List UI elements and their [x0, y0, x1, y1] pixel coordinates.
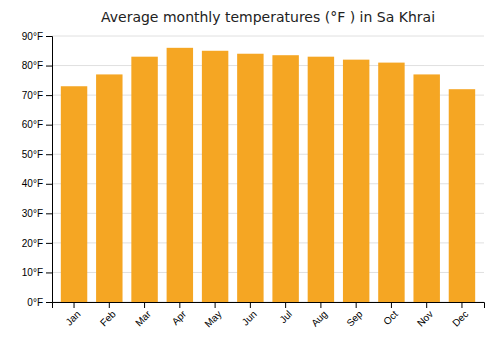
x-tick: Aug: [309, 302, 329, 329]
y-tick: 40°F: [22, 178, 52, 189]
grid-line: [52, 36, 484, 37]
x-tick-label: Jun: [240, 308, 259, 327]
grid: [52, 36, 484, 302]
x-tick-mark: [109, 302, 110, 308]
x-tick: Oct: [381, 302, 400, 327]
x-tick-label: Nov: [415, 308, 435, 328]
chart: 0°F 10°F 20°F 30°F 40°F 50°F 60°F 70°F 80°F 90°F J…: [0, 0, 500, 350]
y-tick-label: 30°F: [22, 208, 43, 219]
y-tick-mark: [46, 272, 52, 273]
x-tick-mark: [74, 302, 75, 308]
y-tick: 30°F: [22, 208, 52, 219]
plot: 0°F 10°F 20°F 30°F 40°F 50°F 60°F 70°F 80°F 90°F J…: [22, 31, 485, 330]
bar: [61, 86, 87, 302]
bar: [272, 55, 298, 302]
y-tick-mark: [46, 66, 52, 67]
x-tick-label: Oct: [381, 308, 400, 327]
y-tick: 90°F: [22, 31, 52, 42]
grid-line: [52, 65, 484, 66]
y-axis: 0°F 10°F 20°F 30°F 40°F 50°F 60°F 70°F 80°F 90°F: [22, 31, 53, 308]
bar: [343, 60, 369, 302]
y-tick-label: 70°F: [22, 90, 43, 101]
bars: [61, 48, 475, 302]
bar: [202, 51, 228, 302]
bar: [131, 57, 157, 302]
y-tick-mark: [46, 36, 52, 37]
x-tick: Jun: [240, 302, 259, 328]
x-tick-label: Sep: [344, 308, 365, 329]
x-tick-mark: [285, 302, 286, 308]
title: Average monthly temperatures (°F ) in Sa…: [101, 9, 435, 25]
y-tick-mark: [46, 95, 52, 96]
x-tick: Dec: [450, 302, 470, 329]
y-tick-mark: [46, 243, 52, 244]
x-tick-mark: [391, 302, 392, 308]
x-tick-mark: [356, 302, 357, 308]
y-tick-mark: [46, 154, 52, 155]
x-tick-mark: [179, 302, 180, 308]
x-tick-mark: [250, 302, 251, 308]
x-tick-label: Aug: [309, 308, 329, 328]
bar: [449, 89, 475, 302]
y-tick-label: 80°F: [22, 60, 43, 71]
y-tick: 10°F: [22, 267, 52, 278]
bar: [96, 74, 122, 302]
x-tick: May: [202, 302, 223, 330]
x-tick: Jan: [63, 302, 82, 328]
y-tick: 80°F: [22, 60, 52, 71]
bar: [237, 54, 263, 302]
y-tick-label: 10°F: [22, 267, 43, 278]
bar: [378, 63, 404, 302]
x-tick-label: Dec: [450, 308, 470, 328]
y-tick-label: 0°F: [27, 297, 43, 308]
y-tick-mark: [46, 302, 52, 303]
x-tick-mark: [426, 302, 427, 308]
y-tick-label: 20°F: [22, 238, 43, 249]
x-tick-label: Jan: [63, 308, 82, 327]
y-tick-label: 90°F: [22, 31, 43, 42]
x-tick: Mar: [133, 302, 153, 328]
y-tick: 60°F: [22, 119, 52, 130]
y-tick: 50°F: [22, 149, 52, 160]
y-tick: 70°F: [22, 90, 52, 101]
y-tick-mark: [46, 213, 52, 214]
x-tick-label: May: [202, 308, 223, 329]
x-tick: Jul: [277, 302, 294, 325]
x-tick-label: Jul: [277, 308, 294, 325]
x-tick-mark: [320, 302, 321, 308]
bar: [413, 74, 439, 302]
x-tick-mark: [215, 302, 216, 308]
x-tick: Feb: [98, 302, 118, 328]
x-tick-label: Feb: [98, 308, 118, 328]
y-axis-line: [46, 37, 53, 303]
y-tick-label: 60°F: [22, 119, 43, 130]
y-tick: 0°F: [27, 297, 52, 308]
x-tick-label: Mar: [133, 308, 153, 328]
bar: [167, 48, 193, 302]
y-tick-mark: [46, 184, 52, 185]
x-tick: Sep: [344, 302, 365, 329]
x-tick: Nov: [415, 302, 435, 329]
y-tick-mark: [46, 125, 52, 126]
x-tick-mark: [461, 302, 462, 308]
x-tick-label: Apr: [170, 308, 189, 327]
y-tick-label: 50°F: [22, 149, 43, 160]
x-tick: Apr: [170, 302, 189, 327]
bar: [308, 57, 334, 302]
x-axis-line: [53, 303, 485, 309]
y-tick: 20°F: [22, 238, 52, 249]
x-axis: Jan Feb Mar Apr May Jun Jul Aug Sep Oct Nov Dec: [53, 302, 485, 330]
y-tick-label: 40°F: [22, 178, 43, 189]
x-tick-mark: [144, 302, 145, 308]
